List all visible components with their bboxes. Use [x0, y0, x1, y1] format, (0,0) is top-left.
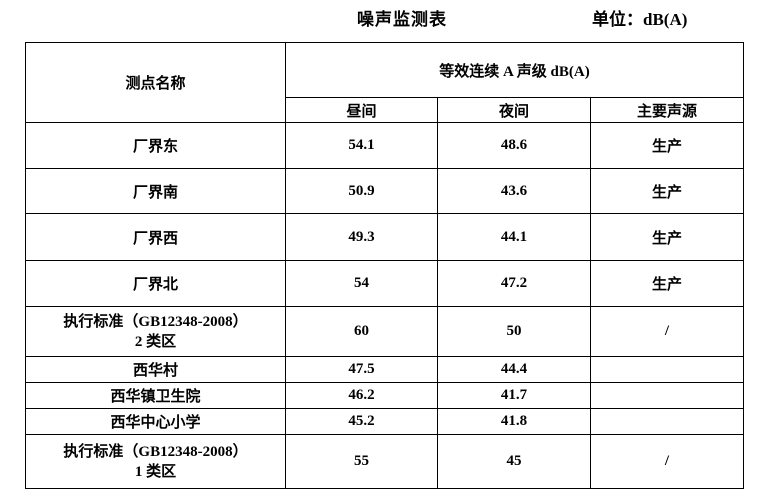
cell-point-name: 西华镇卫生院	[25, 382, 286, 409]
cell-source: /	[589, 434, 745, 489]
standard-name-line-1: 执行标准（GB12348-2008）	[63, 313, 248, 330]
cell-point-name: 厂界西	[25, 213, 286, 261]
cell-night: 47.2	[437, 260, 591, 307]
header-night: 夜间	[437, 97, 591, 123]
cell-day: 50.9	[285, 168, 438, 214]
table-row: 西华中心小学 45.2 41.8	[25, 408, 745, 435]
cell-day: 45.2	[285, 408, 438, 435]
header-day: 昼间	[285, 97, 438, 123]
unit-label: 单位：dB(A)	[592, 10, 688, 29]
cell-night: 45	[437, 434, 591, 489]
cell-day: 55	[285, 434, 438, 489]
cell-source: 生产	[589, 168, 745, 214]
cell-night: 41.7	[437, 382, 591, 409]
table-row: 执行标准（GB12348-2008） 2 类区 60 50 /	[25, 306, 745, 357]
cell-night: 43.6	[437, 168, 591, 214]
standard-name-line-2: 1 类区	[134, 463, 177, 480]
table-row: 执行标准（GB12348-2008） 1 类区 55 45 /	[25, 434, 745, 489]
cell-point-name: 厂界北	[25, 260, 286, 307]
noise-monitoring-table: 测点名称 等效连续 A 声级 dB(A) 昼间 夜间 主要声源 厂界东 54.1…	[25, 42, 745, 489]
table-row: 厂界东 54.1 48.6 生产	[25, 122, 745, 169]
cell-source: 生产	[589, 213, 745, 261]
cell-point-name: 厂界东	[25, 122, 286, 169]
cell-night: 44.4	[437, 356, 591, 383]
cell-source	[589, 408, 745, 435]
cell-day: 54.1	[285, 122, 438, 169]
header-point-name: 测点名称	[25, 42, 286, 123]
cell-source: 生产	[589, 122, 745, 169]
table-row: 厂界西 49.3 44.1 生产	[25, 213, 745, 261]
standard-name-line-1: 执行标准（GB12348-2008）	[63, 443, 248, 460]
cell-night: 50	[437, 306, 591, 357]
cell-source	[589, 382, 745, 409]
header-source: 主要声源	[589, 97, 745, 123]
table-header-row-1: 测点名称 等效连续 A 声级 dB(A)	[25, 42, 745, 123]
cell-point-name: 执行标准（GB12348-2008） 2 类区	[25, 306, 286, 357]
cell-day: 54	[285, 260, 438, 307]
table-row: 西华镇卫生院 46.2 41.7	[25, 382, 745, 409]
cell-day: 49.3	[285, 213, 438, 261]
cell-point-name: 西华中心小学	[25, 408, 286, 435]
cell-source: /	[589, 306, 745, 357]
cell-source: 生产	[589, 260, 745, 307]
table-header-row-2: 昼间 夜间 主要声源	[26, 97, 745, 123]
page-title: 噪声监测表	[357, 10, 447, 29]
cell-day: 47.5	[285, 356, 438, 383]
cell-day: 60	[285, 306, 438, 357]
cell-night: 48.6	[437, 122, 591, 169]
cell-night: 41.8	[437, 408, 591, 435]
cell-point-name: 执行标准（GB12348-2008） 1 类区	[25, 434, 286, 489]
cell-day: 46.2	[285, 382, 438, 409]
standard-name-line-2: 2 类区	[134, 333, 177, 350]
table-row: 厂界南 50.9 43.6 生产	[25, 168, 745, 214]
table-row: 西华村 47.5 44.4	[25, 356, 745, 383]
header-level-group: 等效连续 A 声级 dB(A)	[284, 42, 745, 98]
cell-night: 44.1	[437, 213, 591, 261]
cell-point-name: 厂界南	[25, 168, 286, 214]
table-row: 厂界北 54 47.2 生产	[25, 260, 745, 307]
cell-point-name: 西华村	[25, 356, 286, 383]
cell-source	[589, 356, 745, 383]
